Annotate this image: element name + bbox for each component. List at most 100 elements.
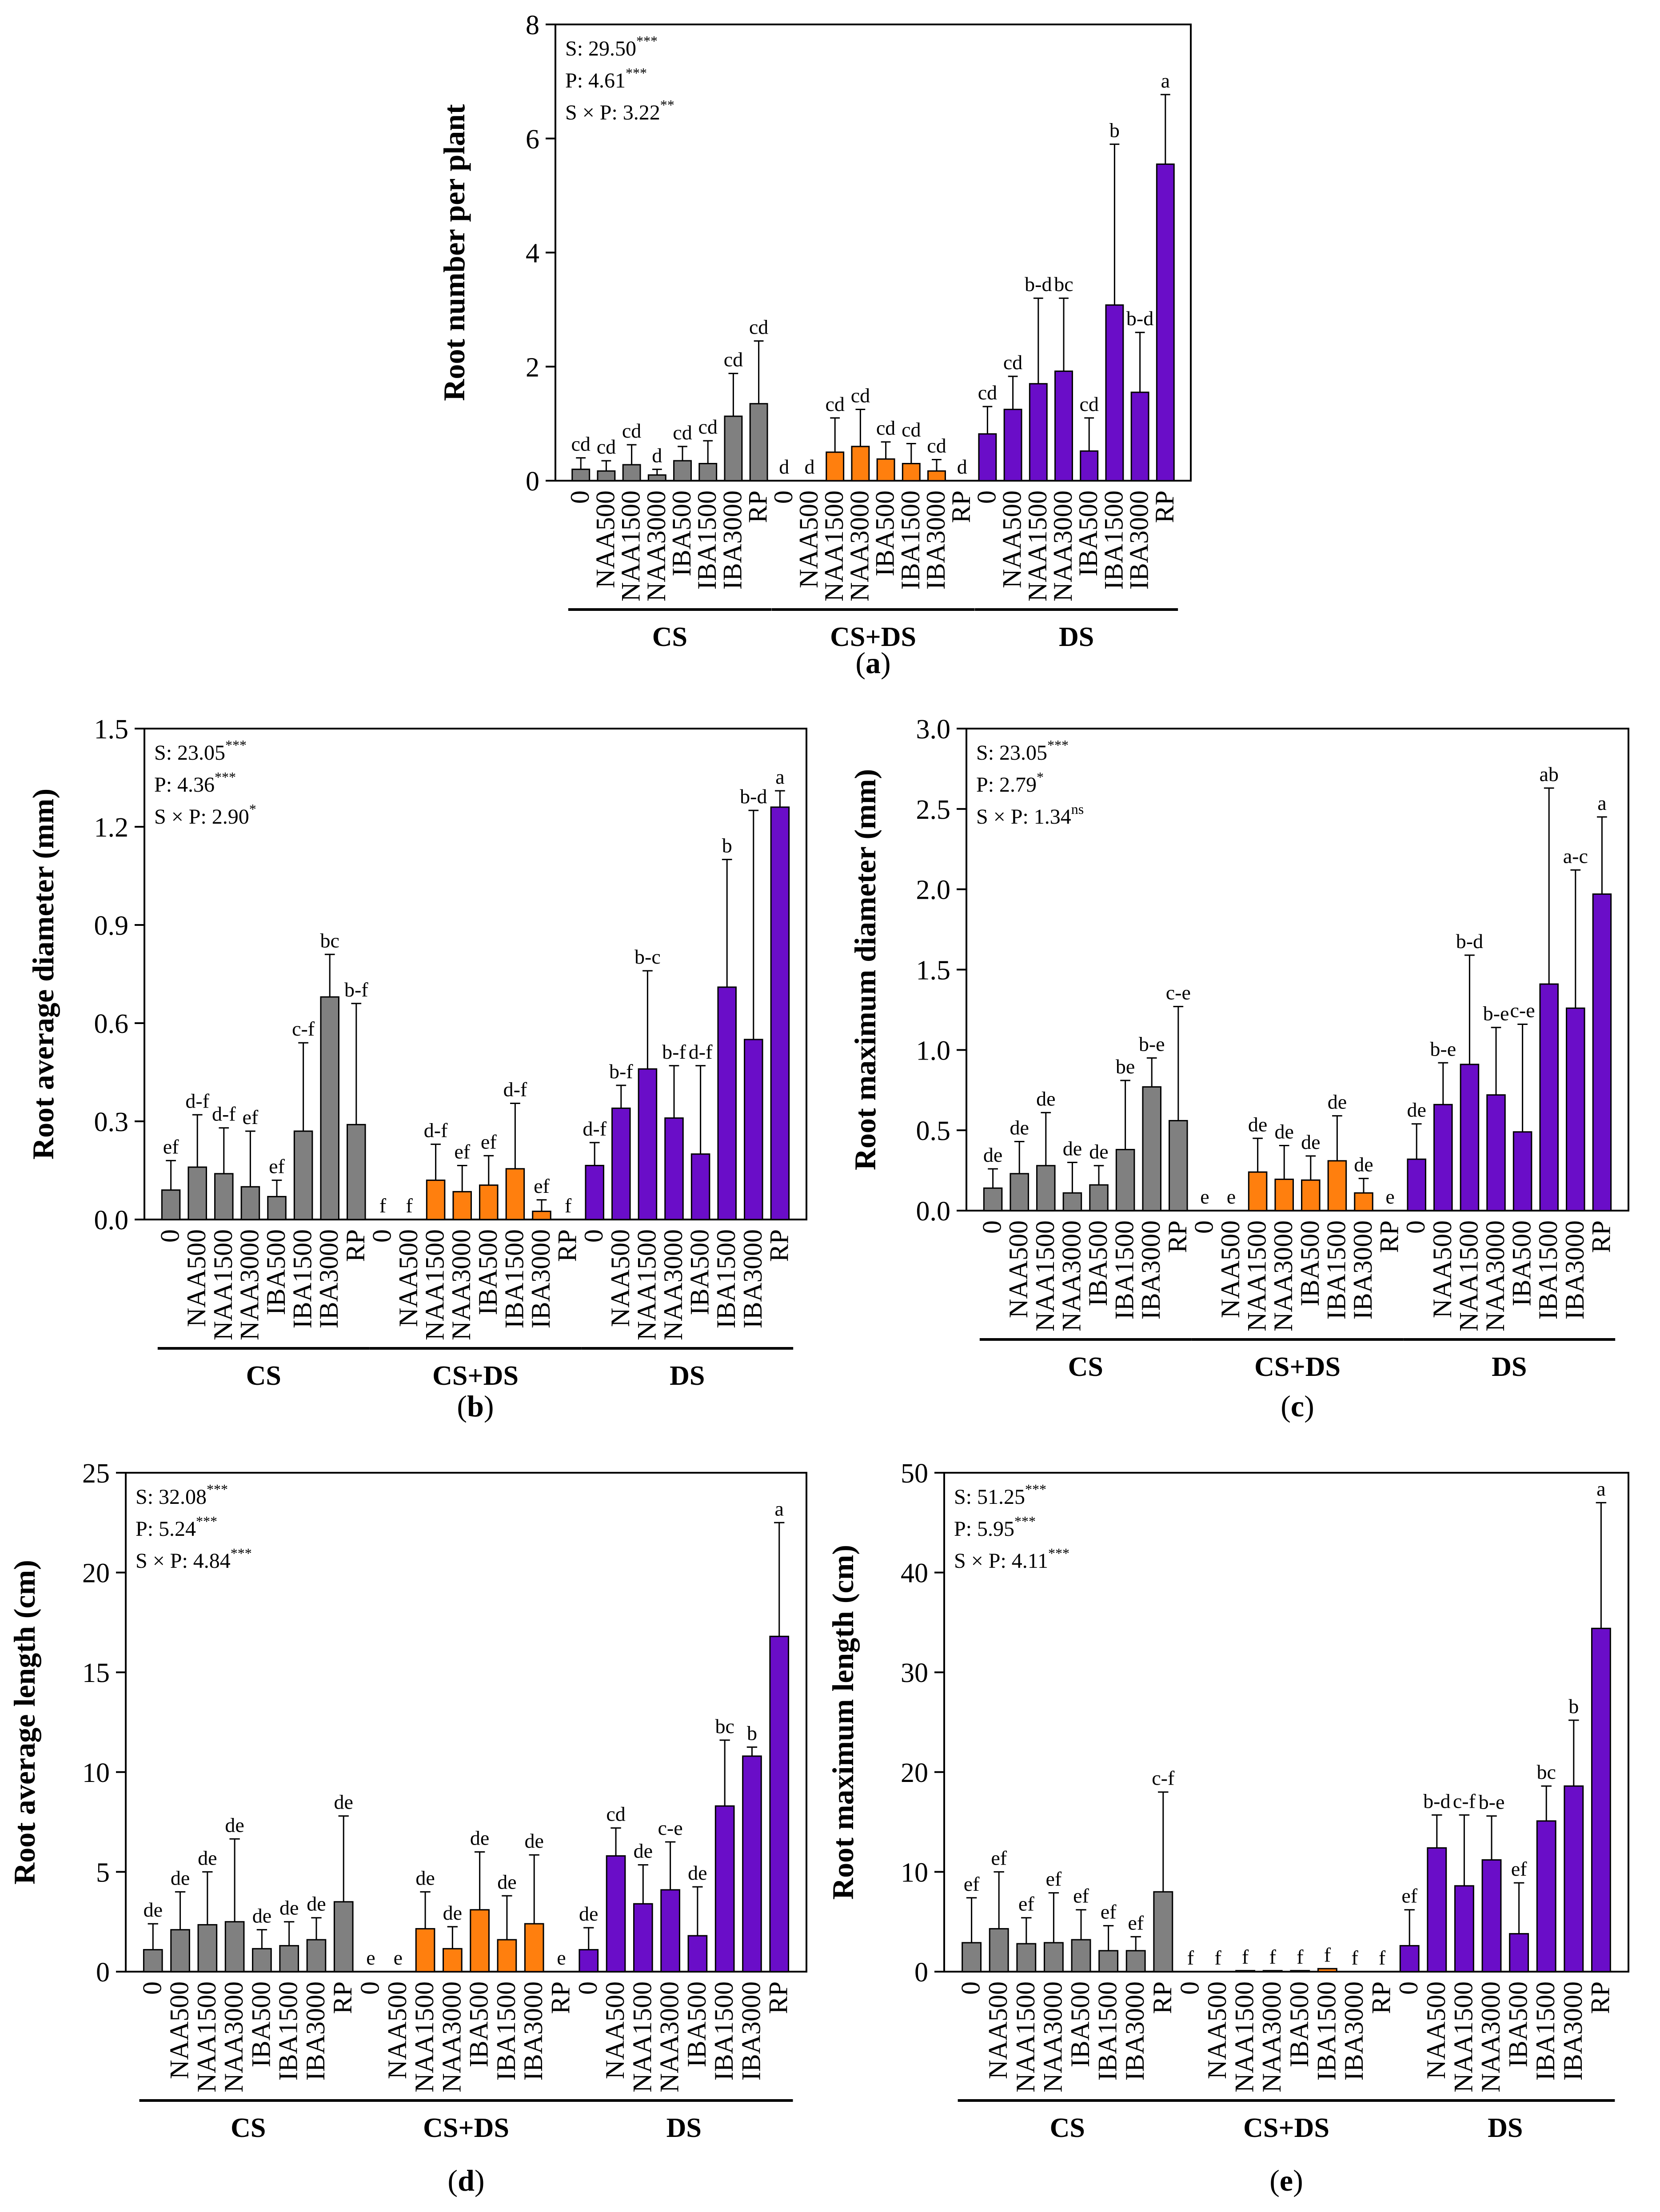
bar [1262, 1970, 1283, 1973]
bar [1105, 304, 1124, 482]
significance-letter: ef [1046, 1868, 1062, 1890]
panel-paren: ( [447, 2164, 458, 2197]
x-tick-label: IBA1500 [274, 1981, 303, 2080]
significance-letter: de [1089, 1140, 1108, 1163]
significance-letter: e [1227, 1185, 1236, 1208]
x-tick-label: NAA500 [1202, 1981, 1232, 2079]
significance-letter: c-e [1166, 981, 1191, 1004]
x-tick-label: IBA500 [1295, 1220, 1325, 1306]
y-tick-label: 30 [901, 1658, 928, 1688]
bar [333, 1901, 354, 1973]
significance-letter: b-e [1430, 1037, 1456, 1060]
panel-paren: ) [1304, 1389, 1314, 1423]
stats-line: S × P: 4.84*** [136, 1545, 252, 1573]
x-tick-label: IBA1500 [1312, 1981, 1341, 2080]
significance-letter: de [983, 1144, 1002, 1166]
bar [279, 1945, 299, 1973]
y-tick-label: 50 [901, 1459, 928, 1489]
x-tick-label: NAA1500 [1230, 1981, 1259, 2092]
bar [826, 451, 845, 482]
significance-letter: cd [724, 348, 743, 371]
plot-frame [144, 728, 807, 1220]
x-tick-label: NAA1500 [208, 1229, 238, 1340]
bar [673, 460, 692, 482]
significance-letter: de [307, 1893, 326, 1915]
chart-panel-d: 0 5 10 15 20 25 Root average length (cm) S: 32.… [8, 1459, 807, 2197]
group-label: DS [1059, 622, 1094, 652]
significance-letter: de [497, 1870, 516, 1893]
y-tick-label: 4 [526, 239, 539, 269]
significance-letter: ef [1073, 1885, 1089, 1907]
x-tick-label: IBA3000 [314, 1229, 343, 1328]
y-tick-label: 1.2 [94, 813, 129, 843]
significance-letter: ef [1101, 1901, 1117, 1923]
bar [1235, 1970, 1256, 1973]
significance-letter: cd [698, 415, 717, 438]
significance-letter: de [252, 1905, 271, 1927]
bar [224, 1921, 245, 1973]
chart-panel-b: 0.0 0.3 0.6 0.9 1.2 1.5 Root average diameter … [26, 714, 807, 1423]
panel-label: (d) [447, 2164, 484, 2197]
significance-letter: f [379, 1194, 387, 1217]
significance-letter: de [1354, 1153, 1373, 1176]
bar [724, 415, 743, 482]
stats-value: S: 29.50 [565, 37, 636, 60]
bar [571, 468, 591, 482]
significance-letter: cd [825, 393, 844, 415]
bar [902, 462, 921, 482]
bar [717, 986, 737, 1220]
significance-letter: f [406, 1194, 413, 1217]
significance-letter: c-f [1152, 1767, 1175, 1790]
panel-letter: e [1280, 2164, 1293, 2197]
x-tick-label: 0 [1175, 1981, 1204, 1995]
plot-frame [943, 1472, 1629, 1973]
stats-line: P: 5.95*** [954, 1513, 1036, 1541]
significance-letter: b [747, 1722, 757, 1745]
stats-significance: *** [636, 33, 658, 49]
panel-letter: b [467, 1389, 484, 1423]
x-tick-label: RP [341, 1229, 370, 1262]
y-axis-title: Root maximum length (cm) [826, 1545, 860, 1900]
bar [698, 462, 718, 482]
bar [606, 1855, 626, 1973]
stats-line: S: 29.50*** [565, 33, 658, 60]
bar [1029, 383, 1048, 482]
y-tick-label: 2 [526, 352, 539, 383]
x-tick-label: RP [553, 1229, 582, 1262]
significance-letter: ef [1401, 1885, 1417, 1907]
stats-line: P: 2.79* [976, 769, 1044, 797]
bar [1016, 1943, 1037, 1973]
x-tick-label: RP [1585, 1981, 1615, 2014]
bar [1036, 1165, 1056, 1212]
x-tick-label: NAA1500 [420, 1229, 450, 1340]
x-tick-label: NAA3000 [219, 1981, 248, 2092]
x-tick-label: IBA500 [667, 490, 696, 576]
panel-label: (e) [1269, 2164, 1303, 2197]
stats-value: S × P: 4.84 [136, 1549, 231, 1573]
panel-paren: ) [1293, 2164, 1303, 2197]
x-tick-label: NAA500 [794, 490, 823, 588]
stats-value: S × P: 2.90 [154, 805, 249, 829]
y-tick-label: 0.0 [916, 1196, 951, 1227]
y-axis-title: Root maximum diameter (mm) [848, 769, 882, 1170]
bar [1399, 1945, 1420, 1973]
stats-value: P: 5.24 [136, 1517, 196, 1541]
significance-letter: de [171, 1866, 190, 1889]
y-tick-label: 10 [901, 1857, 928, 1888]
bar [1142, 1086, 1161, 1212]
bar [1071, 1939, 1091, 1973]
bar [1010, 1173, 1029, 1212]
significance-letter: f [1187, 1946, 1194, 1969]
x-tick-label: IBA500 [870, 490, 900, 576]
x-tick-label: RP [1375, 1220, 1404, 1253]
x-tick-label: IBA500 [464, 1981, 494, 2067]
x-tick-label: RP [546, 1981, 575, 2014]
significance-letter: ef [1511, 1857, 1527, 1880]
x-tick-label: NAA3000 [1257, 1981, 1286, 2092]
bar [497, 1939, 517, 1973]
significance-letter: ef [269, 1155, 285, 1178]
stats-line: P: 5.24*** [136, 1513, 217, 1541]
bar [532, 1211, 551, 1220]
significance-letter: f [1379, 1946, 1386, 1969]
